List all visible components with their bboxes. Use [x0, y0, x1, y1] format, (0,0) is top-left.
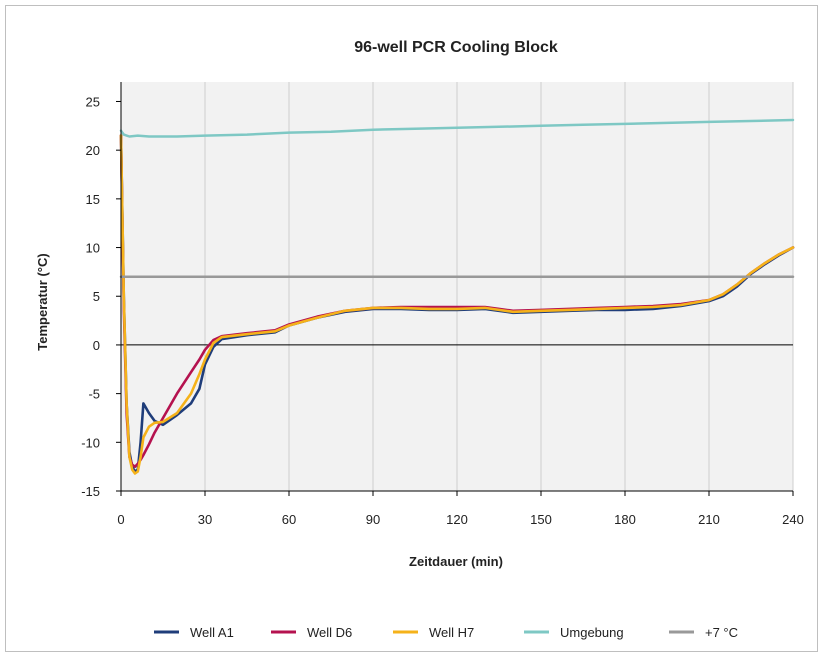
y-tick-label--10: -10 [81, 435, 100, 450]
legend-label-umgebung: Umgebung [560, 625, 624, 640]
x-tick-labels: 0 30 60 90 120 150 180 210 240 [117, 512, 803, 527]
x-tick-label-210: 210 [698, 512, 720, 527]
legend-label-7-c: +7 °C [705, 625, 738, 640]
x-tick-label-180: 180 [614, 512, 636, 527]
x-axis-label: Zeitdauer (min) [409, 554, 503, 569]
y-tick-label-20: 20 [86, 143, 100, 158]
legend-label-well-a1: Well A1 [190, 625, 234, 640]
series-lines [119, 118, 795, 475]
y-tick-label-10: 10 [86, 241, 100, 256]
legend: Well A1 Well D6 Well H7 Umgebung +7 °C [154, 625, 738, 640]
series-line-well-h7 [119, 134, 795, 475]
y-tick-labels: -15 -10 -5 0 5 10 15 20 25 [81, 94, 100, 499]
y-tick-label-5: 5 [93, 289, 100, 304]
y-tick-label-15: 15 [86, 192, 100, 207]
x-tick-label-120: 120 [446, 512, 468, 527]
series-line-umgebung [119, 118, 795, 138]
y-tick-label--15: -15 [81, 484, 100, 499]
grid-lines [204, 82, 794, 491]
x-tick-label-30: 30 [198, 512, 212, 527]
legend-label-well-d6: Well D6 [307, 625, 352, 640]
x-tick-label-90: 90 [366, 512, 380, 527]
x-tick-label-60: 60 [282, 512, 296, 527]
x-tick-label-0: 0 [117, 512, 124, 527]
axes [116, 82, 794, 496]
y-tick-label--5: -5 [88, 387, 100, 402]
legend-label-well-h7: Well H7 [429, 625, 474, 640]
y-tick-label-25: 25 [86, 94, 100, 109]
y-tick-label-0: 0 [93, 338, 100, 353]
x-tick-label-150: 150 [530, 512, 552, 527]
chart-title: 96-well PCR Cooling Block [354, 39, 558, 56]
y-axis-label: Temperatur (°C) [35, 253, 50, 350]
x-tick-label-240: 240 [782, 512, 804, 527]
